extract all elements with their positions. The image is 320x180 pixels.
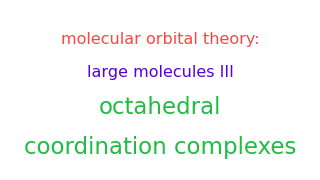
- Text: large molecules III: large molecules III: [87, 64, 233, 80]
- Text: octahedral: octahedral: [99, 96, 221, 120]
- Text: molecular orbital theory:: molecular orbital theory:: [61, 32, 259, 47]
- Text: coordination complexes: coordination complexes: [24, 136, 296, 159]
